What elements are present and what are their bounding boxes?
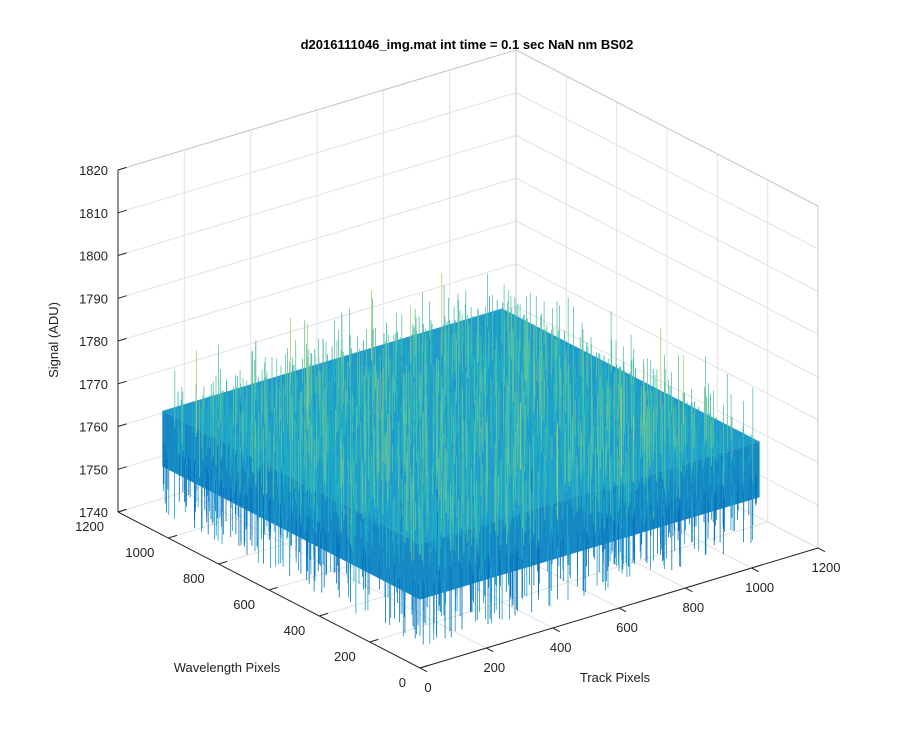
grid-line-back-wall-z — [117, 92, 517, 214]
x-axis-label: Track Pixels — [580, 670, 651, 685]
x-tick-mark — [486, 647, 494, 653]
y-tick-mark — [218, 560, 228, 565]
z-tick-mark — [117, 166, 127, 171]
surface-spikes — [173, 273, 754, 606]
z-tick-label: 1740 — [79, 505, 108, 520]
z-axis-label: Signal (ADU) — [46, 302, 61, 378]
z-tick-mark — [117, 209, 127, 214]
z-tick-label: 1790 — [79, 291, 108, 306]
z-tick-mark — [117, 508, 127, 513]
x-tick-label: 1000 — [745, 580, 774, 595]
x-tick-label: 0 — [424, 680, 431, 695]
z-tick-label: 1800 — [79, 249, 108, 264]
surface-mesh — [162, 273, 760, 645]
y-tick-mark — [319, 612, 329, 617]
x-tick-mark — [419, 667, 428, 673]
z-tick-label: 1780 — [79, 334, 108, 349]
box-edge-top-right — [515, 49, 819, 207]
grid-line-right-wall-z — [515, 135, 819, 292]
y-tick-mark — [268, 586, 278, 591]
z-tick-label: 1810 — [79, 206, 108, 221]
box-edge-top-back — [117, 49, 517, 171]
x-tick-label: 400 — [550, 640, 572, 655]
z-tick-mark — [117, 380, 127, 385]
y-tick-label: 200 — [334, 649, 356, 664]
surface-edge-drops — [162, 442, 757, 645]
z-tick-mark — [117, 295, 127, 299]
y-axis-label: Wavelength Pixels — [174, 660, 281, 675]
x-tick-mark — [618, 607, 627, 613]
z-tick-mark — [117, 423, 127, 427]
y-tick-mark — [419, 664, 429, 669]
axis-ticks: 0 200 400 600 800 1000 1200 0 200 400 600 800 1000 12… — [75, 163, 840, 695]
z-tick-label: 1820 — [79, 163, 108, 178]
grid-line-right-wall-z — [515, 220, 819, 378]
x-tick-label: 600 — [616, 620, 638, 635]
grid-line-back-wall-z — [117, 135, 517, 256]
y-tick-label: 1200 — [75, 519, 104, 534]
y-tick-mark — [369, 638, 379, 643]
grid-line-right-wall-z — [515, 92, 819, 250]
x-tick-mark — [751, 567, 760, 573]
z-tick-label: 1770 — [79, 377, 108, 392]
y-tick-label: 1000 — [125, 545, 154, 560]
grid-line-back-wall-z — [117, 177, 517, 299]
y-tick-label: 800 — [183, 571, 205, 586]
z-tick-mark — [117, 252, 127, 256]
x-tick-mark — [817, 547, 826, 553]
z-tick-mark — [117, 337, 127, 342]
x-tick-label: 800 — [682, 600, 704, 615]
grid-line-back-wall-z — [117, 220, 517, 342]
z-tick-mark — [117, 466, 127, 470]
z-tick-label: 1750 — [79, 462, 108, 477]
y-tick-label: 600 — [233, 597, 255, 612]
surface-face-front — [420, 441, 760, 600]
grid-line-back-wall-z — [117, 263, 517, 385]
z-tick-label: 1760 — [79, 420, 108, 435]
y-tick-label: 0 — [399, 675, 406, 690]
grid-line-right-wall-z — [515, 177, 819, 335]
chart-title: d2016111046_img.mat int time = 0.1 sec N… — [301, 37, 634, 52]
y-tick-mark — [168, 534, 178, 539]
grid-line-right-wall-z — [515, 263, 819, 421]
x-tick-label: 1200 — [812, 560, 841, 575]
x-tick-mark — [552, 627, 561, 633]
x-tick-mark — [685, 587, 693, 593]
x-tick-label: 200 — [483, 660, 505, 675]
grid-line-right-wall-z — [515, 306, 819, 463]
y-tick-label: 400 — [284, 623, 306, 638]
